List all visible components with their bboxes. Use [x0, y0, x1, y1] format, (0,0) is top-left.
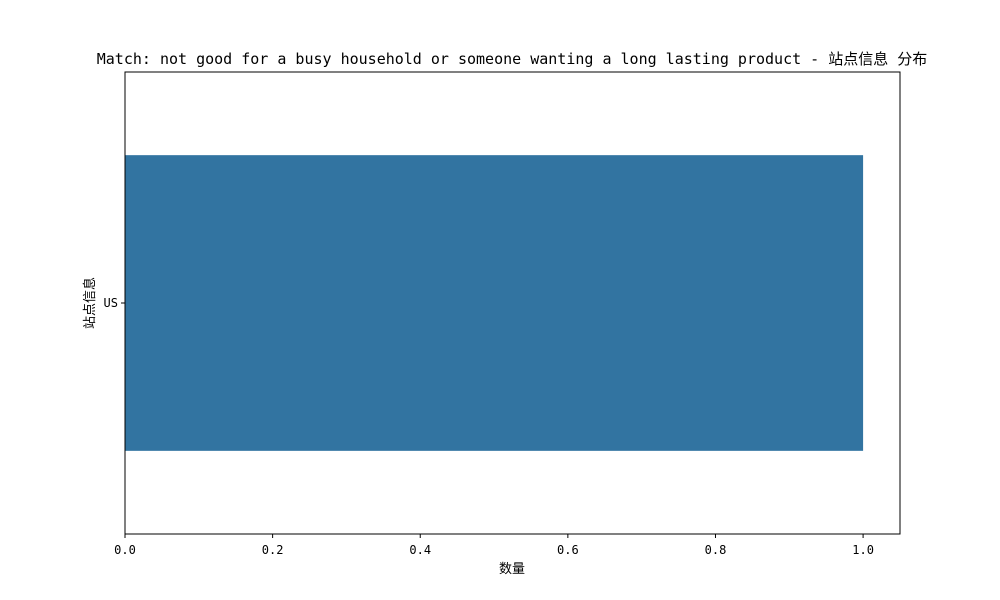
x-tick-label: 0.0	[114, 543, 136, 557]
x-tick-label: 0.8	[705, 543, 727, 557]
y-tick-label: US	[104, 296, 118, 310]
x-axis-label: 数量	[499, 562, 525, 577]
x-tick-label: 0.2	[262, 543, 284, 557]
chart-title: Match: not good for a busy household or …	[97, 50, 928, 68]
bars-group	[125, 155, 864, 451]
x-tick-label: 0.6	[557, 543, 579, 557]
x-tick-label: 0.4	[409, 543, 431, 557]
x-axis-ticks: 0.0 0.2 0.4 0.6 0.8 1.0	[114, 534, 874, 557]
x-tick-label: 1.0	[852, 543, 874, 557]
y-axis-label: 站点信息	[82, 277, 98, 329]
y-axis-ticks: US	[104, 296, 125, 310]
bar-US	[125, 155, 864, 451]
